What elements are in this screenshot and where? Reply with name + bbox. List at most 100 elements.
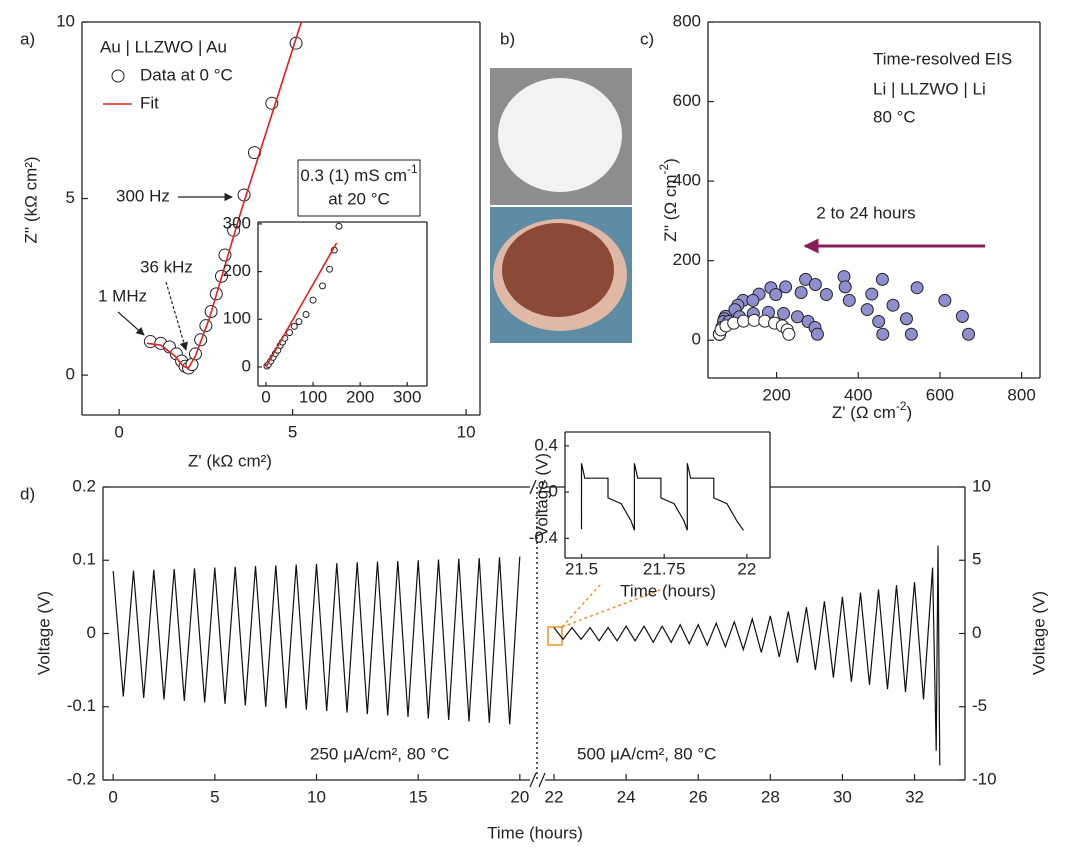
annotation: 2 to 24 hours xyxy=(816,203,915,222)
conductivity-box xyxy=(297,159,421,217)
data-point xyxy=(860,303,874,317)
break-mark xyxy=(529,479,537,495)
x-tick-label: 200 xyxy=(346,387,374,406)
data-point xyxy=(794,285,808,299)
x-tick-label: 300 xyxy=(393,387,421,406)
legend-title: Au | LLZWO | Au xyxy=(100,37,227,56)
break-mark xyxy=(538,772,546,788)
annotation: 500 μA/cm², 80 °C xyxy=(577,744,716,763)
x-tick-label: 15 xyxy=(409,787,428,806)
data-point xyxy=(808,278,822,292)
x-tick-label: 5 xyxy=(288,422,297,441)
y-tick-label: 600 xyxy=(673,91,701,110)
x-tick-label: 30 xyxy=(833,787,852,806)
x-tick-label: 600 xyxy=(926,385,954,404)
annotation: 80 °C xyxy=(873,107,916,126)
data-point xyxy=(876,327,890,341)
x-tick-label: 24 xyxy=(617,787,636,806)
y-tick-label: 300 xyxy=(223,213,251,232)
pellet-coating xyxy=(502,223,614,317)
data-point xyxy=(865,287,879,301)
y-tick-label: 10 xyxy=(56,11,75,30)
y-tick-label: -5 xyxy=(972,696,987,715)
panel-label: b) xyxy=(500,29,515,48)
inset-y-axis-label: Voltage (V) xyxy=(532,453,551,537)
data-point xyxy=(286,329,294,337)
x-tick-label: 5 xyxy=(210,787,219,806)
series-line xyxy=(112,556,521,725)
x-tick-label: 0 xyxy=(114,422,123,441)
data-point xyxy=(290,322,298,330)
data-point xyxy=(335,222,343,230)
data-point xyxy=(777,307,791,321)
x-tick-label: 400 xyxy=(844,385,872,404)
y-tick-label: 0 xyxy=(87,623,96,642)
y-axis-label: Z'' (Ω cm-2) xyxy=(657,158,680,242)
x-tick-label: 20 xyxy=(510,787,529,806)
panel-label: c) xyxy=(640,29,654,48)
annotation: 300 Hz xyxy=(116,186,170,205)
x-axis-label: Z' (kΩ cm²) xyxy=(188,451,272,470)
data-point xyxy=(819,287,833,301)
x-axis-label-part: Z' (Ω cm xyxy=(832,403,896,422)
x-tick-label: 200 xyxy=(762,385,790,404)
data-point xyxy=(326,265,334,273)
x-axis-label-part: -2 xyxy=(896,399,907,413)
data-point xyxy=(962,327,976,341)
y-tick-label: -10 xyxy=(972,769,997,788)
break-mark xyxy=(529,772,537,788)
data-point xyxy=(810,327,824,341)
series-line xyxy=(146,21,303,369)
data-point xyxy=(886,298,900,312)
x-tick-label: 21.5 xyxy=(565,559,598,578)
y-tick-label: 0 xyxy=(692,330,701,349)
x-tick-label: 32 xyxy=(905,787,924,806)
y-tick-label: 5 xyxy=(972,550,981,569)
break-mark xyxy=(538,479,546,495)
data-point xyxy=(955,309,969,323)
annotation: 36 kHz xyxy=(140,257,193,276)
y-tick-label: 800 xyxy=(673,11,701,30)
annotation: Time-resolved EIS xyxy=(873,49,1012,68)
conductivity-value-part: 0.3 (1) mS cm xyxy=(300,166,407,185)
x-tick-label: 10 xyxy=(307,787,326,806)
series-line xyxy=(553,545,941,766)
y-axis-label-part: ) xyxy=(661,158,680,164)
y-tick-label: 0.2 xyxy=(72,476,96,495)
photos xyxy=(490,68,632,343)
data-point xyxy=(295,318,303,326)
y-axis-label: Voltage (V) xyxy=(1029,591,1048,675)
y-tick-label: 0.4 xyxy=(534,435,558,454)
data-point xyxy=(904,327,918,341)
panel-label: a) xyxy=(20,29,35,48)
y-tick-label: 100 xyxy=(223,309,251,328)
data-point xyxy=(910,281,924,295)
x-tick-label: 0 xyxy=(108,787,117,806)
data-point xyxy=(782,327,796,341)
conductivity-value-part: -1 xyxy=(407,162,418,176)
y-axis-label-part: Z'' (Ω cm xyxy=(661,174,680,241)
x-tick-label: 21.75 xyxy=(643,559,686,578)
x-tick-label: 100 xyxy=(299,387,327,406)
data-point xyxy=(938,293,952,307)
data-point xyxy=(779,280,793,294)
y-tick-label: -0.1 xyxy=(67,696,96,715)
y-tick-label: 10 xyxy=(972,476,991,495)
break-marks xyxy=(529,479,546,788)
legend-label: Fit xyxy=(140,93,159,112)
y-tick-label: 400 xyxy=(673,171,701,190)
inset-background xyxy=(565,432,770,558)
y-tick-label: 0 xyxy=(242,356,251,375)
y-tick-label: 0 xyxy=(549,482,558,501)
data-point xyxy=(302,310,310,318)
x-tick-label: 800 xyxy=(1007,385,1035,404)
y-tick-label: -0.2 xyxy=(67,769,96,788)
conductivity-value: 0.3 (1) mS cm-1 xyxy=(300,162,418,185)
x-tick-label: 22 xyxy=(737,559,756,578)
x-axis-label: Z' (Ω cm-2) xyxy=(832,399,912,422)
y-tick-label: 200 xyxy=(673,250,701,269)
pellet xyxy=(498,78,622,192)
x-axis-label: Time (hours) xyxy=(487,823,583,842)
x-axis-label-part: ) xyxy=(907,403,913,422)
inset-background xyxy=(258,222,427,386)
